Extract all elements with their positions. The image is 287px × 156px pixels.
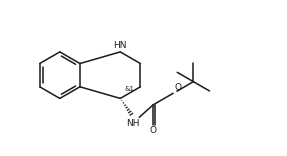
Text: HN: HN — [113, 41, 127, 50]
Text: NH: NH — [126, 119, 140, 128]
Text: O: O — [174, 83, 181, 92]
Text: O: O — [150, 126, 157, 135]
Text: &1: &1 — [125, 86, 135, 92]
